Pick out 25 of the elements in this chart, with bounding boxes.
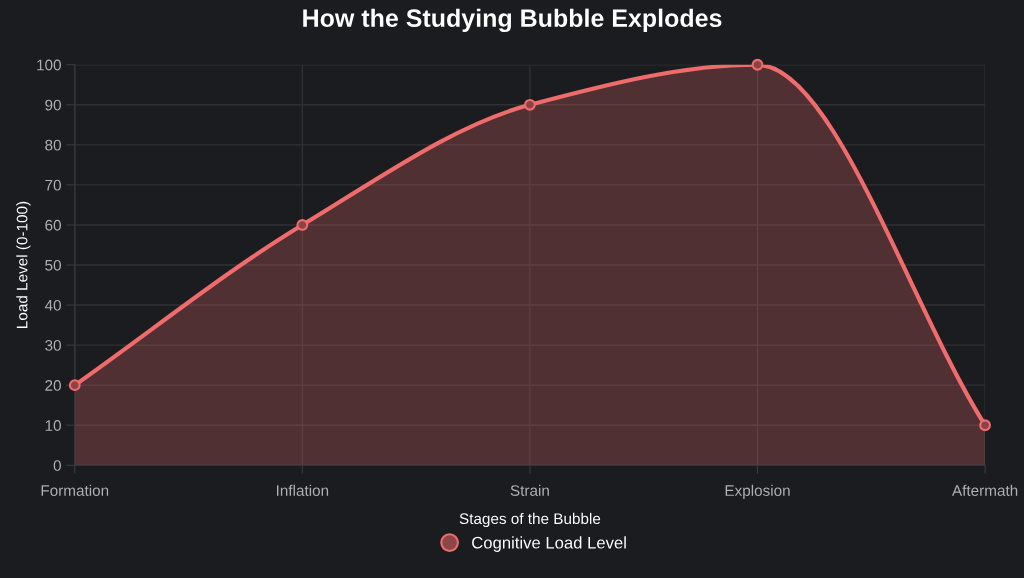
y-tick-label: 40 bbox=[44, 299, 61, 311]
y-tick-label: 60 bbox=[45, 219, 61, 231]
point bbox=[979, 419, 991, 432]
point bbox=[751, 58, 764, 71]
x-tick-label: Formation bbox=[41, 484, 109, 496]
point bbox=[68, 379, 81, 392]
x-tick-label: Aftermath bbox=[952, 484, 1018, 496]
y-tick-label: 70 bbox=[45, 179, 61, 191]
y-tick-label: 90 bbox=[45, 99, 61, 111]
y-tick-label: 20 bbox=[45, 380, 61, 391]
y-tick-label: 0 bbox=[53, 460, 61, 471]
legend-label: Cognitive Load Level bbox=[472, 536, 626, 552]
chart-title: How the Studying Bubble Explodes bbox=[303, 8, 722, 33]
x-axis-title: Stages of the Bubble bbox=[459, 512, 601, 528]
x-tick-label: Strain bbox=[510, 484, 549, 496]
y-tick-label: 10 bbox=[45, 420, 61, 431]
y-axis-title: Load Level (0-100) bbox=[16, 201, 31, 328]
point bbox=[524, 98, 536, 111]
point bbox=[296, 219, 309, 231]
y-tick-label: 30 bbox=[45, 339, 61, 351]
x-tick-label: Explosion bbox=[725, 484, 790, 499]
x-tick-label: Inflation bbox=[276, 484, 329, 496]
y-tick-label: 80 bbox=[45, 139, 61, 151]
y-tick-label: 100 bbox=[37, 59, 61, 71]
y-tick-label: 50 bbox=[45, 259, 61, 271]
